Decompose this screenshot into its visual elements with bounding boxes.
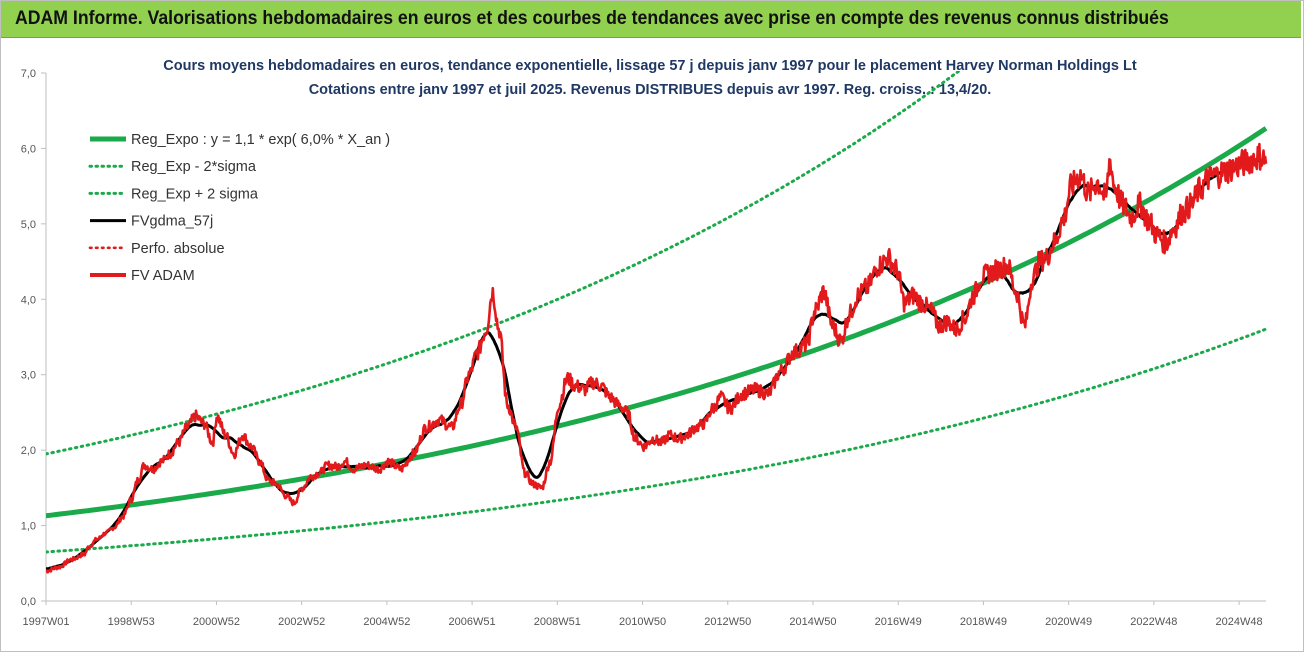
x-tick-label: 2006W51 (449, 616, 496, 628)
legend-label: FVgdma_57j (131, 214, 213, 230)
plot-area (46, 71, 1268, 574)
legend-label: Reg_Exp - 2*sigma (131, 159, 257, 175)
y-tick-label: 1,0 (21, 521, 36, 533)
x-tick-label: 1998W53 (108, 616, 155, 628)
series-fv-adam (46, 142, 1268, 574)
x-tick-label: 2014W50 (789, 616, 836, 628)
y-tick-label: 7,0 (21, 68, 36, 80)
report-banner: ADAM Informe. Valorisations hebdomadaire… (1, 1, 1301, 38)
x-tick-label: 2020W49 (1045, 616, 1092, 628)
y-tick-label: 3,0 (21, 370, 36, 382)
series-fvgdma-57j (46, 158, 1267, 571)
x-tick-label: 2018W49 (960, 616, 1007, 628)
legend-label: Reg_Exp + 2 sigma (131, 186, 259, 202)
legend: Reg_Expo : y = 1,1 * exp( 6,0% * X_an ) R… (88, 132, 390, 284)
y-tick-label: 0,0 (21, 596, 36, 608)
y-tick-label: 2,0 (21, 445, 36, 457)
x-tick-label: 2000W52 (193, 616, 240, 628)
axes: 0,0 1,0 2,0 3,0 4,0 5,0 6,0 7,0 1997W01 1998W53 20… (21, 68, 1266, 628)
x-tick-label: 1997W01 (22, 616, 69, 628)
legend-label: Perfo. absolue (131, 241, 225, 257)
chart-subtitle: Cotations entre janv 1997 et juil 2025. … (309, 82, 992, 98)
x-tick-label: 2008W51 (534, 616, 581, 628)
banner-title: ADAM Informe. Valorisations hebdomadaire… (15, 8, 1169, 29)
series-group (46, 71, 1268, 574)
x-tick-label: 2016W49 (875, 616, 922, 628)
x-tick-label: 2004W52 (363, 616, 410, 628)
x-tick-label: 2024W48 (1216, 616, 1263, 628)
legend-label: FV ADAM (131, 268, 195, 284)
x-tick-label: 2010W50 (619, 616, 666, 628)
series-reg-exp-plus-2sigma (46, 71, 962, 456)
series-reg-expo (46, 126, 1268, 519)
legend-label: Reg_Expo : y = 1,1 * exp( 6,0% * X_an ) (131, 132, 390, 148)
x-tick-label: 2012W50 (704, 616, 751, 628)
x-tick-label: 2022W48 (1130, 616, 1177, 628)
series-reg-exp-minus-2sigma (46, 327, 1268, 554)
y-tick-label: 4,0 (21, 294, 36, 306)
y-tick-label: 5,0 (21, 219, 36, 231)
chart-title: Cours moyens hebdomadaires en euros, ten… (163, 58, 1137, 74)
x-tick-label: 2002W52 (278, 616, 325, 628)
y-tick-label: 6,0 (21, 143, 36, 155)
